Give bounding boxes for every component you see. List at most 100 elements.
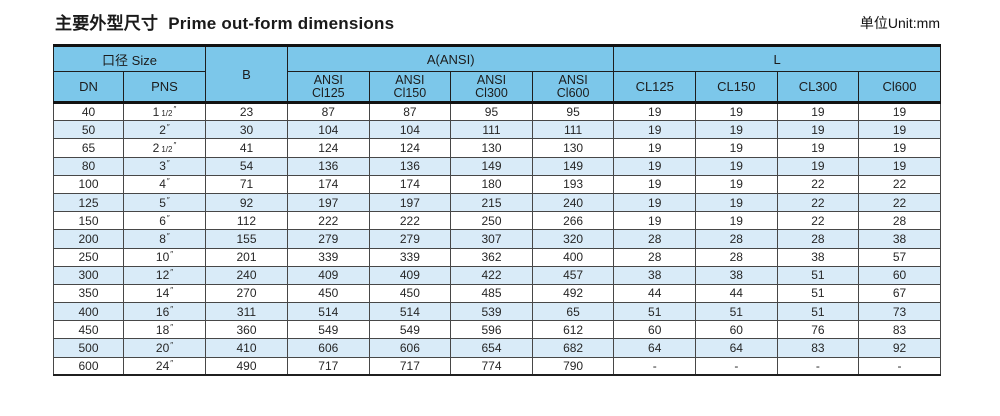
cell-a-cl125: 409 xyxy=(287,265,370,285)
cell-a-cl600: 682 xyxy=(531,338,615,358)
cell-b: 360 xyxy=(205,320,288,340)
header-line: ANSI xyxy=(476,72,507,87)
cell-a-cl150: 549 xyxy=(368,320,452,340)
cell-l-cl300: 19 xyxy=(776,138,860,158)
cell-a-cl600: 149 xyxy=(531,156,615,176)
cell-dn: 80 xyxy=(53,156,124,176)
cell-dn: 50 xyxy=(53,120,124,140)
cell-l-cl150: 51 xyxy=(695,302,778,322)
cell-a-cl125: 339 xyxy=(287,247,370,267)
inch-mark: ″ xyxy=(170,358,174,368)
cell-l-cl300: 22 xyxy=(776,192,860,213)
inch-mark: ″ xyxy=(166,195,170,205)
cell-a-cl150: 87 xyxy=(368,101,452,122)
cell-b: 92 xyxy=(205,192,288,213)
cell-b: 30 xyxy=(205,120,288,140)
pns-value: 10 xyxy=(155,250,170,265)
cell-dn: 125 xyxy=(53,192,124,213)
cell-l-cl150: 19 xyxy=(695,192,778,213)
cell-b: 240 xyxy=(205,265,288,285)
table-row: 250 10″ 201 339 339 362 400 28 28 38 57 xyxy=(53,247,941,267)
pns-fraction: 1/2 xyxy=(161,109,173,119)
cell-l-cl300: - xyxy=(776,356,860,376)
cell-a-cl125: 222 xyxy=(287,211,370,231)
cell-l-cl600: 57 xyxy=(858,247,941,267)
table-row: 125 5″ 92 197 197 215 240 19 19 22 22 xyxy=(53,192,941,213)
cell-a-cl150: 514 xyxy=(368,302,452,322)
cell-b: 270 xyxy=(205,283,288,304)
cell-l-cl125: 19 xyxy=(613,174,697,194)
cell-l-cl600: 28 xyxy=(858,211,941,231)
cell-l-cl300: 38 xyxy=(776,247,860,267)
cell-a-cl150: 450 xyxy=(368,283,452,304)
inch-mark: ″ xyxy=(170,341,174,351)
cell-l-cl125: 38 xyxy=(613,265,697,285)
cell-l-cl600: 67 xyxy=(858,283,941,304)
inch-mark: ″ xyxy=(173,140,177,150)
pns-value: 2 xyxy=(152,140,160,155)
cell-a-cl150: 717 xyxy=(368,356,452,376)
cell-a-cl300: 539 xyxy=(450,302,533,322)
col-header-b: B xyxy=(205,45,288,104)
cell-dn: 300 xyxy=(53,265,124,285)
cell-b: 155 xyxy=(205,229,288,249)
cell-pns: 14″ xyxy=(123,283,206,304)
pns-value: 12 xyxy=(155,268,170,283)
cell-a-cl300: 485 xyxy=(450,283,533,304)
col-header-l-cl600: Cl600 xyxy=(858,71,941,104)
cell-l-cl300: 19 xyxy=(776,156,860,176)
inch-mark: ″ xyxy=(173,105,177,115)
cell-l-cl600: 19 xyxy=(858,138,941,158)
inch-mark: ″ xyxy=(166,213,170,223)
header-line: Cl150 xyxy=(393,85,427,100)
cell-b: 490 xyxy=(205,356,288,376)
cell-a-cl600: 790 xyxy=(531,356,615,376)
table-row: 450 18″ 360 549 549 596 612 60 60 76 83 xyxy=(53,320,941,340)
cell-pns: 16″ xyxy=(123,302,206,322)
cell-l-cl150: 19 xyxy=(695,211,778,231)
cell-l-cl150: 28 xyxy=(695,229,778,249)
cell-l-cl600: 60 xyxy=(858,265,941,285)
inch-mark: ″ xyxy=(166,122,170,132)
cell-l-cl150: 19 xyxy=(695,120,778,140)
cell-a-cl125: 514 xyxy=(287,302,370,322)
cell-l-cl600: 22 xyxy=(858,174,941,194)
cell-a-cl125: 450 xyxy=(287,283,370,304)
col-header-l-cl300: CL300 xyxy=(776,71,860,104)
cell-l-cl600: 83 xyxy=(858,320,941,340)
cell-a-cl125: 87 xyxy=(287,101,370,122)
cell-a-cl300: 596 xyxy=(450,320,533,340)
cell-b: 112 xyxy=(205,211,288,231)
pns-value: 3 xyxy=(159,159,166,174)
cell-dn: 400 xyxy=(53,302,124,322)
pns-value: 6 xyxy=(159,213,166,228)
cell-a-cl150: 279 xyxy=(368,229,452,249)
cell-l-cl150: 44 xyxy=(695,283,778,304)
pns-value: 8 xyxy=(159,231,166,246)
cell-b: 311 xyxy=(205,302,288,322)
pns-value: 1 xyxy=(152,105,160,120)
cell-pns: 2 1/2″ xyxy=(123,138,206,158)
cell-a-cl125: 136 xyxy=(287,156,370,176)
cell-a-cl600: 95 xyxy=(531,101,615,122)
page-title-en: Prime out-form dimensions xyxy=(168,14,395,33)
col-header-l-cl125: CL125 xyxy=(613,71,697,104)
pns-fraction: 1/2 xyxy=(161,144,173,154)
cell-pns: 2″ xyxy=(123,120,206,140)
cell-b: 41 xyxy=(205,138,288,158)
cell-a-cl600: 612 xyxy=(531,320,615,340)
table-row: 50 2″ 30 104 104 111 111 19 19 19 19 xyxy=(53,120,941,140)
cell-a-cl300: 215 xyxy=(450,192,533,213)
cell-a-cl300: 307 xyxy=(450,229,533,249)
pns-value: 14 xyxy=(155,286,170,301)
cell-a-cl125: 197 xyxy=(287,192,370,213)
col-group-a-ansi: A(ANSI) xyxy=(286,45,615,72)
pns-value: 24 xyxy=(155,358,170,373)
cell-a-cl600: 65 xyxy=(531,302,615,322)
cell-a-cl300: 774 xyxy=(450,356,533,376)
cell-a-cl125: 717 xyxy=(287,356,370,376)
table-row: 150 6″ 112 222 222 250 266 19 19 22 28 xyxy=(53,211,941,231)
col-header-ansi-cl125: ANSI Cl125 xyxy=(287,71,370,104)
cell-l-cl125: 19 xyxy=(613,211,697,231)
